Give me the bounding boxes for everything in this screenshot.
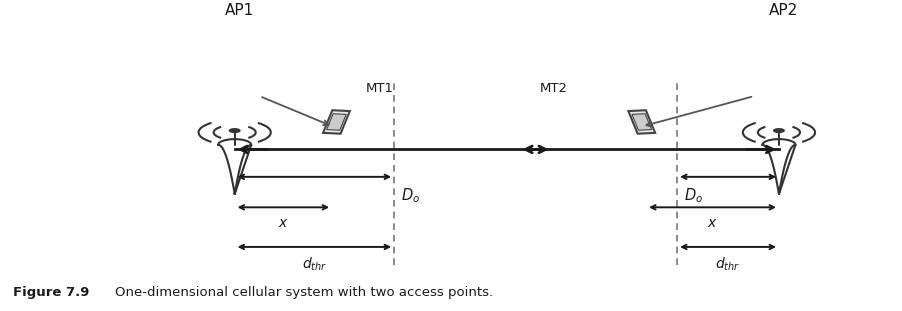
Text: Figure 7.9: Figure 7.9	[14, 286, 89, 299]
Polygon shape	[628, 110, 655, 134]
Text: MT2: MT2	[539, 82, 567, 95]
Text: AP2: AP2	[768, 3, 797, 18]
Polygon shape	[631, 114, 651, 130]
Circle shape	[773, 129, 783, 132]
Polygon shape	[327, 114, 345, 130]
Text: $d_{thr}$: $d_{thr}$	[301, 256, 327, 273]
Text: $D_o$: $D_o$	[400, 186, 419, 205]
Text: MT1: MT1	[365, 82, 393, 95]
Text: $x$: $x$	[706, 216, 717, 230]
Text: One-dimensional cellular system with two access points.: One-dimensional cellular system with two…	[115, 286, 492, 299]
Text: AP1: AP1	[225, 3, 253, 18]
Text: $x$: $x$	[278, 216, 289, 230]
Polygon shape	[323, 110, 349, 134]
Circle shape	[229, 129, 240, 132]
Text: $d_{thr}$: $d_{thr}$	[714, 256, 740, 273]
Text: $D_o$: $D_o$	[684, 186, 703, 205]
